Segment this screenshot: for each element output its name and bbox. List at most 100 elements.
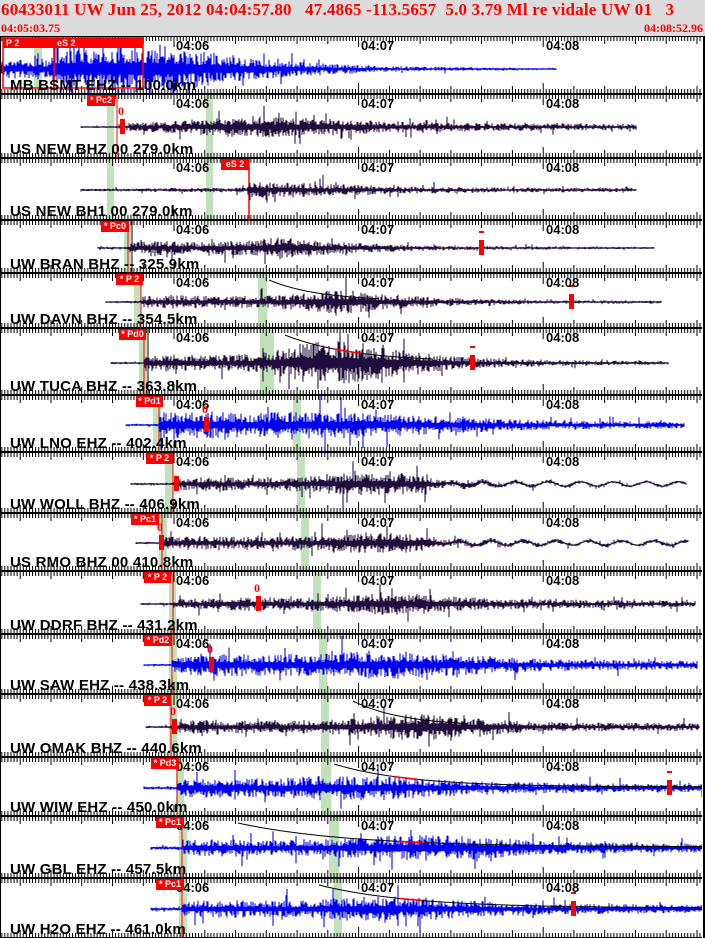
waveform <box>146 708 699 747</box>
time-label: 04:07 <box>361 397 394 412</box>
time-label: 04:07 <box>361 759 394 774</box>
amplitude-marker[interactable] <box>209 657 214 672</box>
amplitude-marker[interactable] <box>120 119 125 134</box>
station-label: UW TUCA BHZ -- 363.8km <box>10 378 197 395</box>
window-start-time: 04:05:03.75 <box>1 21 60 36</box>
waveform <box>126 396 684 453</box>
trace-row: 04:0604:0704:08* Pc1UW GBL EHZ -- 457.5k… <box>1 817 702 879</box>
zero-marker: 0 <box>207 642 213 657</box>
station-label: UW H2O EHZ -- 461.0km <box>10 921 186 938</box>
p-pick-box[interactable]: * P 2 <box>146 453 173 464</box>
p-pick-box[interactable]: * P 2 <box>144 572 171 583</box>
time-label: 04:07 <box>361 636 394 651</box>
p-pick-box[interactable]: * Pd1 <box>136 396 163 407</box>
trace-row: 04:0604:0704:08* Pc20US NEW BHZ 00 279.0… <box>1 95 702 159</box>
station-label: UW DAVN BHZ -- 354.5km <box>10 311 197 328</box>
time-label: 04:06 <box>176 636 209 651</box>
amplitude-marker-dash <box>479 231 484 233</box>
time-label: 04:07 <box>361 880 394 895</box>
trace-row: 04:06 04:07 04:08 * Pd2 0 UW SAW EHZ -- 438.3… <box>1 635 702 695</box>
header-bar: 60433011 UW Jun 25, 2012 04:04:57.80 47.… <box>0 0 705 36</box>
time-label: 04:08 <box>546 759 579 774</box>
p-pick-box[interactable]: * Pc0 <box>101 221 129 232</box>
time-label: 04:08 <box>546 515 579 530</box>
time-label: 04:06 <box>176 759 209 774</box>
trace-row: 04:0604:0704:08* P 20UW OMAK BHZ -- 440.… <box>1 695 702 758</box>
time-label: 04:07 <box>361 96 394 111</box>
pick-window-label[interactable]: eS 2 <box>54 38 143 48</box>
time-label: 04:08 <box>546 696 579 711</box>
p-pick-box[interactable]: * Pd2 <box>144 635 172 646</box>
trace-row: 04:0604:0704:08* Pc0UW BRAN BHZ -- 325.9… <box>1 221 702 274</box>
station-label: UW SAW EHZ -- 438.3km <box>10 677 189 694</box>
trace-row: 04:0604:0704:08* Pd10UW LNO EHZ -- 402.4… <box>1 396 702 453</box>
time-label: 04:08 <box>546 38 579 53</box>
p-pick-box[interactable]: * Pc1 <box>156 817 184 828</box>
amplitude-marker[interactable] <box>159 535 164 550</box>
amplitude-marker[interactable] <box>174 476 179 491</box>
station-label: MB BSMT EHZ -- 100.0km <box>10 77 196 94</box>
time-label: 04:07 <box>361 222 394 237</box>
time-label: 04:06 <box>176 160 209 175</box>
amplitude-marker[interactable] <box>204 417 209 432</box>
time-label: 04:08 <box>546 454 579 469</box>
seismogram-viewer: 60433011 UW Jun 25, 2012 04:04:57.80 47.… <box>0 0 705 938</box>
amplitude-marker-dash <box>667 771 672 773</box>
time-label: 04:08 <box>546 96 579 111</box>
trace-row: 04:0604:0704:08* P 2UW WOLL BHZ -- 406.9… <box>1 453 702 514</box>
time-label: 04:07 <box>361 275 394 290</box>
waveform <box>151 830 702 870</box>
station-label: UW DDRF BHZ -- 431.2km <box>10 617 198 634</box>
amplitude-marker[interactable] <box>667 780 672 795</box>
zero-marker: 0 <box>157 520 163 535</box>
s-pick-box[interactable]: eS 2 <box>221 159 249 170</box>
time-label: 04:07 <box>361 160 394 175</box>
zero-marker: 0 <box>118 104 124 119</box>
time-label: 04:08 <box>546 330 579 345</box>
waveform <box>81 106 636 144</box>
trace-row: 04:0604:0704:08* P 2UW DAVN BHZ -- 354.5… <box>1 274 702 329</box>
p-pick-box[interactable]: * P 2 <box>116 274 143 285</box>
amplitude-marker[interactable] <box>256 596 261 611</box>
station-label: US RMO BHZ 00 410.8km <box>10 554 193 571</box>
p-pick-box[interactable]: * Pc2 <box>87 95 115 106</box>
waveform <box>131 461 686 511</box>
time-label: 04:08 <box>546 573 579 588</box>
time-label: 04:07 <box>361 818 394 833</box>
station-label: US NEW BH1 00 279.0km <box>10 203 193 220</box>
p-pick-box[interactable]: * Pd0 <box>119 329 146 340</box>
time-label: 04:06 <box>176 515 209 530</box>
p-pick-box[interactable]: * P 2 <box>144 695 171 706</box>
amplitude-marker[interactable] <box>571 901 576 916</box>
zero-marker: 0 <box>202 402 208 417</box>
time-label: 04:06 <box>176 454 209 469</box>
time-label: 04:08 <box>546 880 579 895</box>
time-label: 04:06 <box>176 696 209 711</box>
amplitude-marker[interactable] <box>479 240 484 255</box>
time-label: 04:07 <box>361 330 394 345</box>
amplitude-marker[interactable] <box>470 355 475 370</box>
waveform <box>144 636 697 681</box>
zero-marker: 0 <box>254 581 260 596</box>
station-label: UW WOLL BHZ -- 406.9km <box>10 496 200 513</box>
p-pick-box[interactable]: * Pc1 <box>156 879 184 890</box>
time-label: 04:08 <box>546 636 579 651</box>
p-pick-box[interactable]: * Pc1 <box>131 514 159 525</box>
amplitude-marker[interactable] <box>172 719 177 734</box>
trace-list: 04:0604:0704:08P 2eS 2MB BSMT EHZ -- 100… <box>0 36 705 938</box>
pick-window-label[interactable]: P 2 <box>3 38 54 48</box>
waveform <box>81 175 636 203</box>
time-label: 04:07 <box>361 38 394 53</box>
window-end-time: 04:08:52.96 <box>644 21 703 36</box>
trace-row: 04:0604:0704:08* Pc1UW H2O EHZ -- 461.0k… <box>1 879 702 938</box>
amplitude-marker[interactable] <box>569 294 574 309</box>
station-label: US NEW BHZ 00 279.0km <box>10 141 193 158</box>
trace-row: 04:0604:0704:08* Pc10US RMO BHZ 00 410.8… <box>1 514 702 572</box>
station-label: UW LNO EHZ -- 402.4km <box>10 435 187 452</box>
station-label: UW BRAN BHZ -- 325.9km <box>10 256 199 273</box>
station-label: UW WIW EHZ -- 450.0km <box>10 799 188 816</box>
zero-marker: 0 <box>170 704 176 719</box>
amplitude-marker-dash <box>470 346 475 348</box>
time-label: 04:06 <box>176 573 209 588</box>
p-pick-box[interactable]: * Pd3 <box>151 758 179 769</box>
